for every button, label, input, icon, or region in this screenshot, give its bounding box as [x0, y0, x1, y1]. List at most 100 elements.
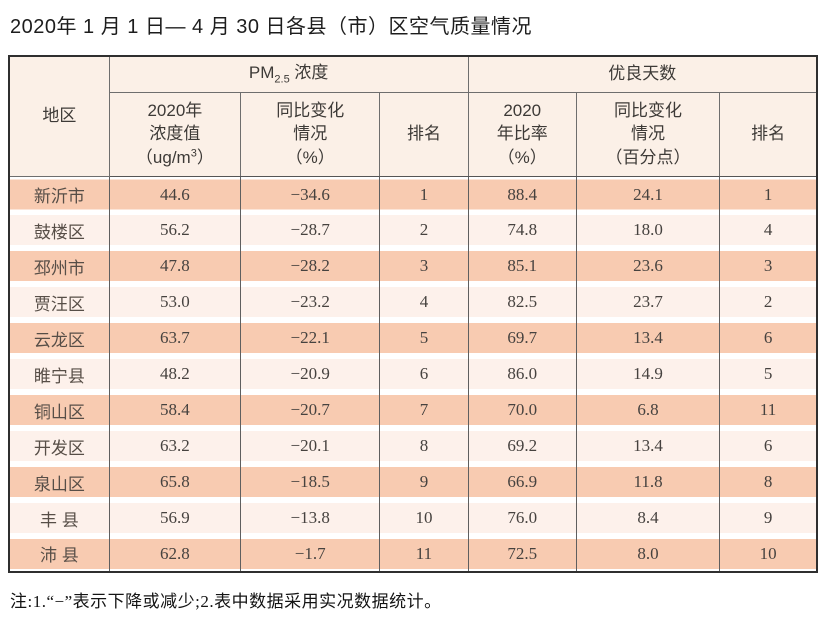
good-rank-cell: 6	[719, 428, 817, 465]
pm-value-cell: 62.8	[108, 536, 241, 573]
good-rank-cell: 5	[719, 356, 817, 393]
pm-change-cell: −1.7	[240, 536, 380, 573]
pm-rank-cell: 7	[379, 392, 469, 429]
good-ratio-cell: 82.5	[467, 284, 577, 321]
pm-rank-cell: 1	[379, 176, 469, 213]
header-line: 情况	[293, 124, 328, 144]
col-header-good-rank: 排名	[719, 91, 818, 177]
pm-change-cell: −23.2	[240, 284, 380, 321]
col-header-good-change: 同比变化 情况 （百分点）	[575, 91, 721, 177]
header-line: 情况	[631, 124, 666, 144]
pm25-label-suffix: 浓度	[289, 63, 329, 82]
good-change-cell: 13.4	[575, 320, 720, 357]
good-ratio-cell: 72.5	[467, 536, 577, 573]
good-ratio-cell: 74.8	[467, 212, 577, 249]
good-ratio-cell: 85.1	[467, 248, 577, 285]
table-row: 沛 县 62.8 −1.7 11 72.5 8.0 10	[9, 536, 817, 573]
good-rank-cell: 1	[719, 176, 817, 213]
pm-value-cell: 48.2	[108, 356, 241, 393]
table-row: 贾汪区 53.0 −23.2 4 82.5 23.7 2	[9, 284, 817, 321]
pm-change-cell: −22.1	[240, 320, 380, 357]
region-cell: 贾汪区	[9, 284, 110, 321]
good-rank-cell: 4	[719, 212, 817, 249]
pm-rank-cell: 4	[379, 284, 469, 321]
good-rank-cell: 10	[719, 536, 817, 573]
header-line: 同比变化	[276, 100, 345, 120]
region-cell: 开发区	[9, 428, 110, 465]
table-row: 丰 县 56.9 −13.8 10 76.0 8.4 9	[9, 500, 817, 537]
table-row: 鼓楼区 56.2 −28.7 2 74.8 18.0 4	[9, 212, 817, 249]
good-change-cell: 11.8	[575, 464, 720, 501]
pm25-subscript: 2.5	[274, 73, 290, 86]
good-change-cell: 23.7	[575, 284, 720, 321]
header-line: （%）	[497, 148, 547, 168]
good-ratio-cell: 69.2	[467, 428, 577, 465]
air-quality-table: 地区 PM2.5 浓度 优良天数 2020年 浓度值 （ug/m3） 同比变化 …	[8, 55, 818, 574]
good-ratio-cell: 66.9	[467, 464, 577, 501]
col-header-pm-change: 同比变化 情况 （%）	[240, 91, 381, 177]
header-line: （百分点）	[605, 148, 691, 168]
good-rank-cell: 3	[719, 248, 817, 285]
region-cell: 邳州市	[9, 248, 110, 285]
col-header-pm-rank: 排名	[379, 91, 469, 177]
good-change-cell: 6.8	[575, 392, 720, 429]
pm-value-cell: 56.2	[108, 212, 241, 249]
header-line: 2020年	[147, 100, 203, 120]
header-line: 年比率	[496, 124, 548, 144]
pm-change-cell: −18.5	[240, 464, 380, 501]
pm-rank-cell: 5	[379, 320, 469, 357]
table-row: 新沂市 44.6 −34.6 1 88.4 24.1 1	[9, 176, 817, 213]
pm-change-cell: −20.1	[240, 428, 380, 465]
pm-rank-cell: 6	[379, 356, 469, 393]
table-row: 邳州市 47.8 −28.2 3 85.1 23.6 3	[9, 248, 817, 285]
footnote: 注:1.“−”表示下降或减少;2.表中数据采用实况数据统计。	[10, 592, 442, 612]
pm-change-cell: −20.7	[240, 392, 380, 429]
pm-value-cell: 58.4	[108, 392, 241, 429]
pm-rank-cell: 10	[379, 500, 469, 537]
region-cell: 铜山区	[9, 392, 110, 429]
page-title: 2020年 1 月 1 日— 4 月 30 日各县（市）区空气质量情况	[10, 16, 533, 38]
good-ratio-cell: 86.0	[467, 356, 577, 393]
good-rank-cell: 8	[719, 464, 817, 501]
pm-value-cell: 65.8	[108, 464, 241, 501]
good-rank-cell: 11	[719, 392, 817, 429]
pm-rank-cell: 2	[379, 212, 469, 249]
region-cell: 睢宁县	[9, 356, 110, 393]
header-line: （ug/m	[135, 148, 191, 168]
good-change-cell: 8.4	[575, 500, 720, 537]
region-cell: 鼓楼区	[9, 212, 110, 249]
table-row: 睢宁县 48.2 −20.9 6 86.0 14.9 5	[9, 356, 817, 393]
pm25-label-prefix: PM	[248, 63, 275, 82]
good-ratio-cell: 88.4	[467, 176, 577, 213]
good-change-cell: 18.0	[575, 212, 720, 249]
pm-value-cell: 53.0	[108, 284, 241, 321]
pm-rank-cell: 3	[379, 248, 469, 285]
header-line: 浓度值	[149, 124, 201, 144]
region-cell: 新沂市	[9, 176, 110, 213]
region-cell: 云龙区	[9, 320, 110, 357]
pm-value-cell: 44.6	[108, 176, 241, 213]
good-ratio-cell: 70.0	[467, 392, 577, 429]
header-line: ）	[196, 148, 214, 168]
pm-value-cell: 47.8	[108, 248, 241, 285]
pm-value-cell: 63.7	[108, 320, 241, 357]
pm-change-cell: −28.2	[240, 248, 380, 285]
pm-rank-cell: 11	[379, 536, 469, 573]
region-cell: 沛 县	[9, 536, 110, 573]
region-cell: 丰 县	[9, 500, 110, 537]
pm-change-cell: −28.7	[240, 212, 380, 249]
pm-rank-cell: 8	[379, 428, 469, 465]
pm-value-cell: 63.2	[108, 428, 241, 465]
table-row: 铜山区 58.4 −20.7 7 70.0 6.8 11	[9, 392, 817, 429]
header-line: 同比变化	[614, 100, 683, 120]
pm-change-cell: −13.8	[240, 500, 380, 537]
table-body: 新沂市 44.6 −34.6 1 88.4 24.1 1 鼓楼区 56.2 −28.7 2 74.8 1…	[9, 176, 817, 573]
good-change-cell: 14.9	[575, 356, 720, 393]
good-rank-cell: 9	[719, 500, 817, 537]
cubed-superscript: 3	[190, 147, 197, 160]
header-line: 2020	[503, 100, 542, 120]
header-line: （%）	[285, 148, 335, 168]
pm-change-cell: −20.9	[240, 356, 380, 393]
good-change-cell: 13.4	[575, 428, 720, 465]
